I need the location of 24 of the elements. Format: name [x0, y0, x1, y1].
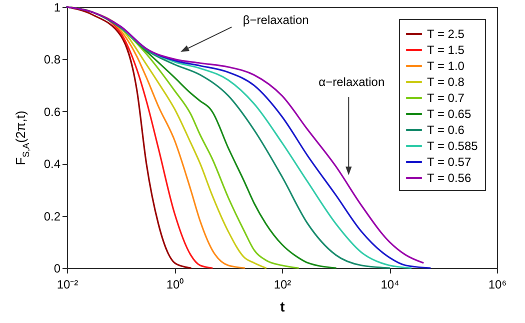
y-tick-label: 0.8: [44, 52, 61, 67]
x-tick-label: 10⁰: [166, 278, 184, 292]
legend-label: T = 0.7: [427, 91, 465, 105]
legend-label: T = 0.8: [427, 75, 465, 89]
legend-label: T = 2.5: [427, 27, 465, 41]
legend-label: T = 1.0: [427, 59, 465, 73]
legend-label: T = 0.57: [427, 155, 472, 169]
x-tick-label: 10²: [274, 278, 292, 292]
x-tick-label: 10⁶: [488, 278, 507, 292]
legend-label: T = 0.65: [427, 107, 472, 121]
x-tick-label: 10⁴: [380, 278, 400, 292]
annotation: β−relaxation: [242, 12, 309, 27]
y-tick-label: 0.2: [44, 209, 61, 224]
x-axis-title: t: [280, 298, 286, 314]
legend-label: T = 0.585: [427, 139, 478, 153]
y-tick-label: 0.6: [44, 104, 61, 119]
y-tick-label: 0: [54, 262, 61, 276]
legend-label: T = 0.56: [427, 171, 472, 185]
x-tick-label: 10⁻²: [56, 278, 78, 292]
annotation: α−relaxation: [318, 75, 385, 90]
y-tick-label: 0.4: [44, 157, 61, 172]
y-tick-label: 1: [54, 0, 61, 14]
legend-label: T = 0.6: [427, 123, 465, 137]
legend-label: T = 1.5: [427, 43, 465, 57]
